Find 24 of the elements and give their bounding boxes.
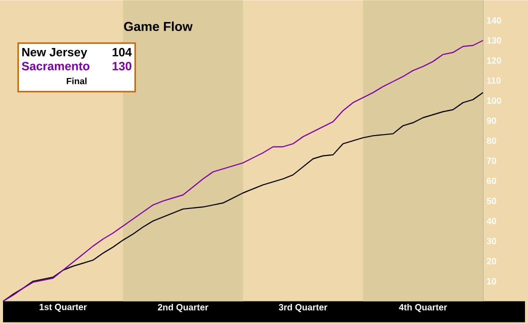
y-tick-label: 90 [486,117,496,124]
x-tick-label: 3rd Quarter [278,304,328,312]
annotation: 104 [112,48,132,56]
y-tick-label: 20 [486,258,496,264]
x-tick-label: 2nd Quarter [158,304,208,312]
y-tick-label: 80 [486,137,496,144]
text: New Jersey [22,48,88,59]
y-tick-label: 120 [487,57,502,64]
y-tick-label: 60 [486,178,496,184]
y-tick-label: 100 [487,97,502,104]
y-tick-label: 30 [486,238,496,244]
y-tick-label: 40 [486,218,496,224]
y-tick-label: 130 [487,37,502,44]
y-tick-label: 10 [487,278,496,284]
annotation: Final [66,78,86,84]
x-tick-label: 1st Quarter [40,304,87,312]
y-tick-label: 110 [487,77,501,84]
y-tick-label: 70 [486,158,496,164]
x-tick-label: 4th Quarter [398,304,448,312]
y-tick-label: 140 [487,17,502,24]
text: Game Flow [124,21,193,31]
text: Sacramento [22,62,90,70]
y-tick-label: 50 [486,198,496,204]
annotation: 130 [112,62,132,70]
